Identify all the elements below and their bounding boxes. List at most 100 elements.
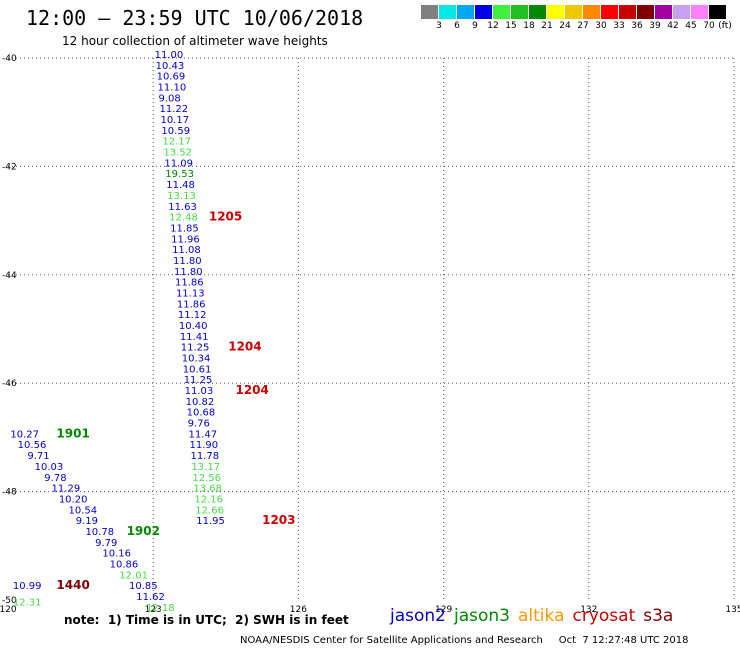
wave-height-value: 11.12 xyxy=(178,310,207,321)
legend-label: 30 xyxy=(595,21,607,31)
wave-height-value: 12.01 xyxy=(119,570,148,581)
wave-height-value: 11.86 xyxy=(175,278,204,289)
lat-tick-label: -40 xyxy=(2,54,17,64)
satellite-legend-s3a: s3a xyxy=(643,606,674,626)
pass-id-label: 1902 xyxy=(127,524,160,538)
wave-height-value: 11.41 xyxy=(180,332,209,343)
lat-tick-label: -44 xyxy=(2,271,17,281)
wave-height-value: 11.25 xyxy=(181,343,210,354)
lat-tick-label: -50 xyxy=(2,596,17,606)
pass-id-label: 1440 xyxy=(56,578,89,592)
legend-label: 45 xyxy=(685,21,697,31)
lon-tick-label: 126 xyxy=(290,605,307,615)
satellite-legend-cryosat: cryosat xyxy=(572,606,636,626)
wave-height-value: 11.63 xyxy=(168,202,197,213)
wave-height-value: 10.43 xyxy=(156,61,185,72)
lon-tick-label: 135 xyxy=(725,605,740,615)
satellite-legend: jason2 jason3 altika cryosat s3a xyxy=(390,606,681,626)
legend-label: 70 xyxy=(703,21,715,31)
legend-label: 6 xyxy=(454,21,460,31)
wave-height-value: 12.16 xyxy=(194,494,223,505)
pass-id-label: 1901 xyxy=(56,426,89,440)
wave-height-value: 10.20 xyxy=(59,494,88,505)
legend-unit: (ft) xyxy=(718,21,732,31)
wave-height-value: 10.40 xyxy=(179,321,208,332)
legend-swatch xyxy=(511,5,529,19)
wave-height-value: 9.78 xyxy=(44,473,66,484)
wave-height-value: 10.61 xyxy=(183,364,212,375)
wave-height-value: 12.56 xyxy=(192,473,221,484)
wave-height-value: 10.59 xyxy=(161,126,190,137)
wave-height-value: 11.08 xyxy=(172,245,201,256)
legend-label: 27 xyxy=(577,21,589,31)
wave-height-value: 11.62 xyxy=(136,592,165,603)
wave-height-value: 10.82 xyxy=(186,397,215,408)
satellite-legend-altika: altika xyxy=(518,606,565,626)
legend-label: 42 xyxy=(667,21,679,31)
lat-tick-label: -42 xyxy=(2,162,17,172)
wave-height-value: 11.96 xyxy=(171,234,200,245)
legend-swatch xyxy=(637,5,655,19)
wave-height-value: 9.19 xyxy=(76,516,98,527)
wave-height-value: 10.27 xyxy=(10,429,39,440)
wave-height-value: 12.31 xyxy=(13,597,42,608)
pass-id-label: 1205 xyxy=(209,210,242,224)
chart-subtitle: 12 hour collection of altimeter wave hei… xyxy=(62,34,328,48)
chart-title: 12:00 — 23:59 UTC 10/06/2018 xyxy=(26,6,364,30)
wave-height-value: 11.85 xyxy=(170,223,199,234)
wave-height-value: 10.17 xyxy=(160,115,189,126)
wave-height-value: 10.69 xyxy=(157,72,186,83)
legend-swatch xyxy=(547,5,565,19)
wave-height-value: 10.54 xyxy=(69,505,98,516)
legend-swatch xyxy=(529,5,547,19)
legend-swatch xyxy=(601,5,619,19)
legend-swatch xyxy=(709,5,727,19)
wave-height-value: 9.08 xyxy=(159,93,181,104)
legend-label: 15 xyxy=(505,21,517,31)
legend-swatch xyxy=(583,5,601,19)
legend-label: 39 xyxy=(649,21,661,31)
wave-height-value: 11.29 xyxy=(52,484,81,495)
wave-height-value: 10.86 xyxy=(110,559,139,570)
wave-height-value: 10.34 xyxy=(182,354,211,365)
units-note: note: 1) Time is in UTC; 2) SWH is in fe… xyxy=(64,613,349,627)
lat-tick-label: -48 xyxy=(2,488,17,498)
legend-label: 18 xyxy=(523,21,535,31)
satellite-legend-jason3: jason3 xyxy=(454,606,510,626)
wave-height-value: 10.68 xyxy=(187,408,216,419)
wave-height-value: 11.80 xyxy=(173,256,202,267)
wave-height-value: 11.86 xyxy=(177,299,206,310)
legend-swatch xyxy=(493,5,511,19)
wave-height-value: 12.66 xyxy=(195,505,224,516)
wave-height-value: 11.95 xyxy=(196,516,225,527)
legend-swatch xyxy=(457,5,475,19)
pass-id-label: 1204 xyxy=(235,383,268,397)
legend-swatch xyxy=(655,5,673,19)
pass-id-label: 1203 xyxy=(262,513,295,527)
legend-swatch xyxy=(691,5,709,19)
legend-swatch xyxy=(475,5,493,19)
wave-height-value: 11.25 xyxy=(184,375,213,386)
wave-height-value: 10.99 xyxy=(13,581,42,592)
legend-label: 12 xyxy=(487,21,499,31)
wave-height-value: 12.48 xyxy=(169,213,198,224)
wave-height-value: 11.80 xyxy=(174,267,203,278)
legend-swatch xyxy=(673,5,691,19)
wave-height-value: 11.47 xyxy=(189,429,218,440)
pass-id-label: 1204 xyxy=(228,340,261,354)
wave-height-value: 10.78 xyxy=(85,527,114,538)
legend-label: 33 xyxy=(613,21,625,31)
lat-tick-label: -46 xyxy=(2,379,17,389)
footer-credit: NOAA/NESDIS Center for Satellite Applica… xyxy=(240,635,689,646)
wave-height-value: 13.68 xyxy=(193,484,222,495)
wave-height-value: 13.17 xyxy=(191,462,220,473)
wave-height-value: 11.09 xyxy=(164,158,193,169)
wave-height-value: 19.53 xyxy=(165,169,194,180)
wave-height-value: 9.71 xyxy=(27,451,49,462)
legend-label: 36 xyxy=(631,21,643,31)
wave-height-value: 11.10 xyxy=(158,83,187,94)
lon-tick-label: 129 xyxy=(435,605,452,615)
wave-height-value: 9.79 xyxy=(95,538,117,549)
legend-swatch xyxy=(619,5,637,19)
